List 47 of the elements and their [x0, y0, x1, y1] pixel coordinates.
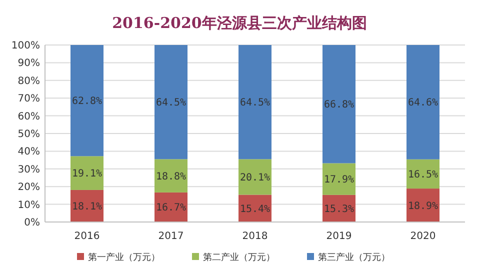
bar — [322, 163, 356, 195]
bar — [406, 159, 440, 189]
data-label: 64.5% — [240, 98, 270, 109]
legend-label: 第一产业（万元） — [88, 252, 160, 263]
data-label: 15.3% — [324, 204, 354, 215]
x-tick-label: 2020 — [410, 231, 436, 242]
y-tick-label: 30% — [18, 164, 40, 176]
data-label: 64.5% — [156, 98, 186, 109]
bar — [70, 45, 104, 156]
x-tick-label: 2016 — [74, 231, 100, 242]
y-tick-label: 90% — [18, 58, 40, 70]
data-label: 64.6% — [408, 98, 438, 109]
x-tick-label: 2018 — [242, 231, 268, 242]
data-label: 18.9% — [408, 200, 438, 212]
x-tick-label: 2019 — [326, 231, 352, 242]
bar — [238, 45, 272, 160]
data-label: 15.4% — [240, 204, 270, 215]
data-label: 16.5% — [408, 169, 438, 180]
y-tick-label: 40% — [18, 146, 40, 158]
bar — [406, 45, 440, 160]
bar — [154, 159, 188, 192]
y-tick-label: 60% — [18, 111, 40, 122]
data-label: 18.1% — [72, 201, 102, 212]
data-label: 17.9% — [324, 174, 354, 186]
data-label: 66.8% — [324, 100, 354, 111]
data-label: 18.8% — [156, 171, 186, 182]
y-tick-label: 10% — [18, 200, 40, 211]
data-label: 20.1% — [240, 172, 270, 184]
legend-label: 第三产业（万元） — [318, 252, 390, 263]
bar — [70, 190, 104, 222]
y-tick-label: 80% — [18, 76, 40, 87]
bar — [154, 45, 188, 160]
y-tick-label: 100% — [11, 40, 40, 52]
data-label: 62.8% — [72, 96, 102, 108]
y-tick-label: 50% — [18, 129, 40, 140]
y-tick-label: 20% — [18, 182, 40, 194]
bar — [238, 159, 272, 195]
legend-label: 第二产业（万元） — [203, 252, 275, 263]
bar — [406, 188, 440, 222]
x-tick-label: 2017 — [158, 231, 184, 242]
data-label: 16.7% — [156, 202, 186, 214]
chart-title: 2016-2020年泾源县三次产业结构图 — [112, 14, 367, 32]
data-label: 19.1% — [72, 168, 102, 180]
bar — [322, 45, 356, 164]
bar — [70, 156, 104, 190]
y-tick-label: 70% — [18, 94, 40, 105]
y-tick-label: 0% — [24, 218, 40, 228]
